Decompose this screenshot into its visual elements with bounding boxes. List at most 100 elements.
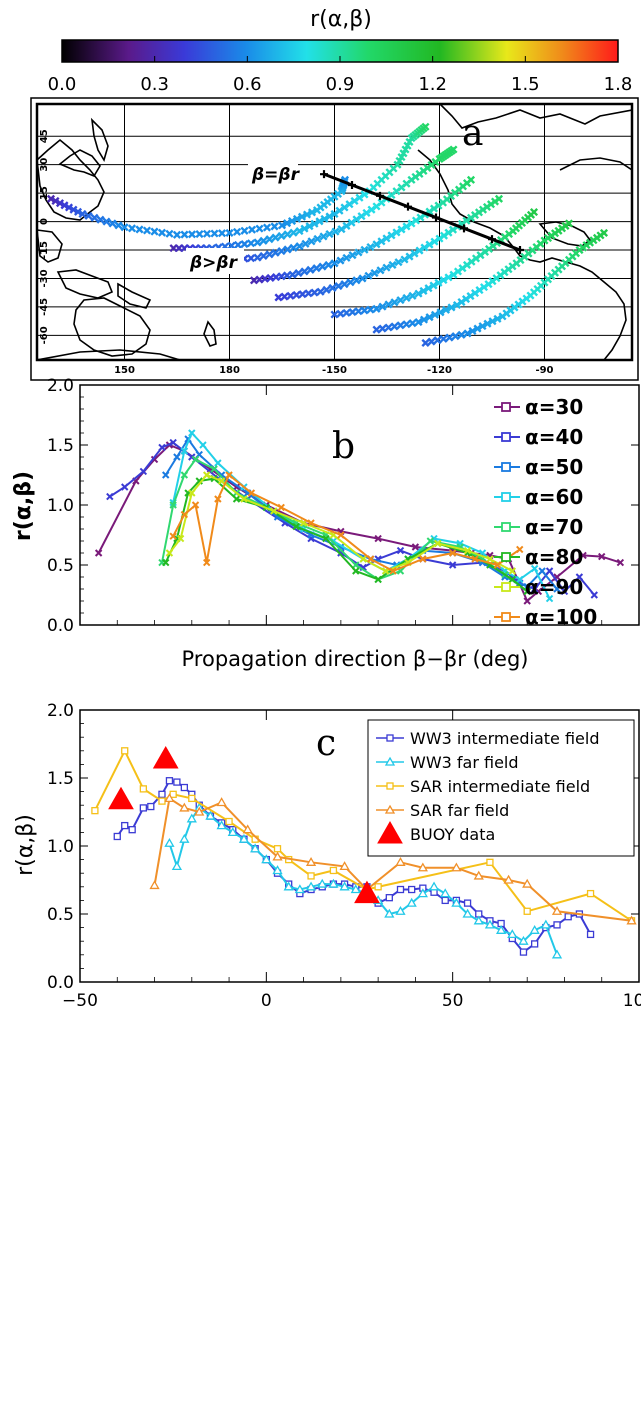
point-sar-far-field	[339, 861, 350, 871]
track-point	[366, 242, 375, 252]
point--100	[471, 555, 479, 563]
track-point	[377, 237, 386, 246]
track-point	[421, 122, 430, 131]
point--40	[139, 467, 148, 476]
point-ww3-far-field	[179, 833, 190, 843]
track-point	[378, 324, 387, 333]
coast-na-north	[439, 104, 632, 129]
track-point	[90, 213, 99, 222]
point-sar-far-field	[164, 793, 175, 803]
point--80	[508, 575, 517, 584]
track-point	[529, 208, 539, 217]
track-point	[274, 293, 283, 302]
lat-tick-label: -30	[39, 269, 50, 287]
legend-b: α=30 α=40 α=50 α=60 α=70 α=80 α=90 α=100	[494, 395, 597, 629]
point--30	[411, 543, 420, 551]
track-point	[334, 281, 343, 291]
x-tick-label: −50	[62, 991, 98, 1011]
point--60	[516, 575, 524, 584]
track-point	[352, 215, 361, 224]
coast-japan	[58, 149, 101, 177]
lat-tick-labels: 45 30 15 0 -15 -30 -45 -60	[39, 129, 50, 344]
track-point	[415, 246, 424, 255]
reference-line-tick	[348, 180, 356, 189]
legend-label--100: α=100	[525, 605, 597, 629]
y-tick-label: 0.5	[47, 905, 74, 925]
track-point	[376, 266, 385, 275]
track-point	[283, 245, 292, 254]
track-point	[345, 200, 354, 209]
point--80	[162, 558, 170, 567]
track-point	[246, 239, 256, 248]
track-point	[157, 228, 167, 237]
track-point	[358, 274, 367, 283]
point-ww3-far-field	[339, 881, 350, 891]
x-tick-label: 100	[623, 991, 641, 1011]
point--60	[180, 447, 189, 455]
track-point	[225, 228, 234, 237]
legend-c: WW3 intermediate field WW3 far field SAR i…	[367, 719, 635, 857]
track-point	[135, 225, 144, 234]
point-sar-far-field	[242, 824, 253, 834]
point-buoy-data	[108, 786, 134, 810]
point--50	[553, 585, 561, 593]
point-buoy-data	[152, 745, 179, 769]
point-legend-ww3-far-field	[384, 756, 396, 766]
y-tick-label: 2.0	[47, 376, 74, 396]
point--70	[352, 561, 360, 569]
reference-line-tick	[404, 202, 412, 211]
track-point	[55, 199, 65, 208]
point-ww3-intermediate-field	[586, 930, 595, 939]
point-ww3-intermediate-field	[564, 913, 572, 921]
track-point	[292, 214, 302, 223]
track-point	[372, 325, 381, 334]
track-point	[316, 287, 325, 296]
point--100	[169, 532, 177, 540]
track-point	[227, 241, 236, 250]
track-point	[355, 193, 364, 202]
track-point	[402, 293, 411, 303]
legend-marker--100	[501, 612, 511, 622]
track-point	[330, 310, 339, 319]
coast-nz	[203, 320, 217, 347]
y-tick-label: 0.5	[47, 556, 74, 576]
point-sar-intermediate-field	[307, 872, 315, 880]
coast-greatlakes	[559, 157, 632, 171]
track-point	[392, 228, 401, 237]
track-point	[165, 229, 174, 238]
point--30	[523, 597, 531, 605]
point-ww3-intermediate-field	[158, 790, 166, 798]
point-ww3-intermediate-field	[531, 940, 539, 948]
track-point	[478, 322, 487, 331]
point-sar-far-field	[503, 874, 514, 884]
point-ww3-far-field	[164, 837, 175, 847]
point--30	[150, 455, 159, 464]
track-point	[354, 307, 363, 316]
track-point	[396, 321, 405, 330]
ylabel-c: r(α,β)	[13, 814, 38, 876]
track-point	[370, 268, 379, 278]
point-sar-far-field	[522, 878, 533, 888]
point-sar-intermediate-field	[169, 790, 177, 798]
point-ww3-intermediate-field	[128, 826, 136, 834]
track-point	[396, 296, 405, 305]
point--80	[322, 534, 330, 543]
legend-label--70: α=70	[525, 515, 583, 539]
point--90	[176, 534, 185, 543]
lat-tick-label: 45	[39, 129, 50, 143]
track-point	[400, 255, 409, 264]
point--50	[217, 471, 226, 479]
lon-tick-label: -120	[427, 365, 452, 376]
point--90	[270, 507, 278, 515]
track-point	[441, 305, 451, 314]
colorbar-tick-label: 0.6	[233, 74, 262, 95]
track-point	[360, 245, 369, 254]
point--40	[158, 443, 166, 452]
track-point	[364, 271, 373, 280]
point--100	[493, 561, 502, 569]
track-point	[346, 278, 355, 287]
legend-label--80: α=80	[525, 545, 583, 569]
point--40	[545, 567, 554, 575]
point--30	[94, 549, 103, 557]
